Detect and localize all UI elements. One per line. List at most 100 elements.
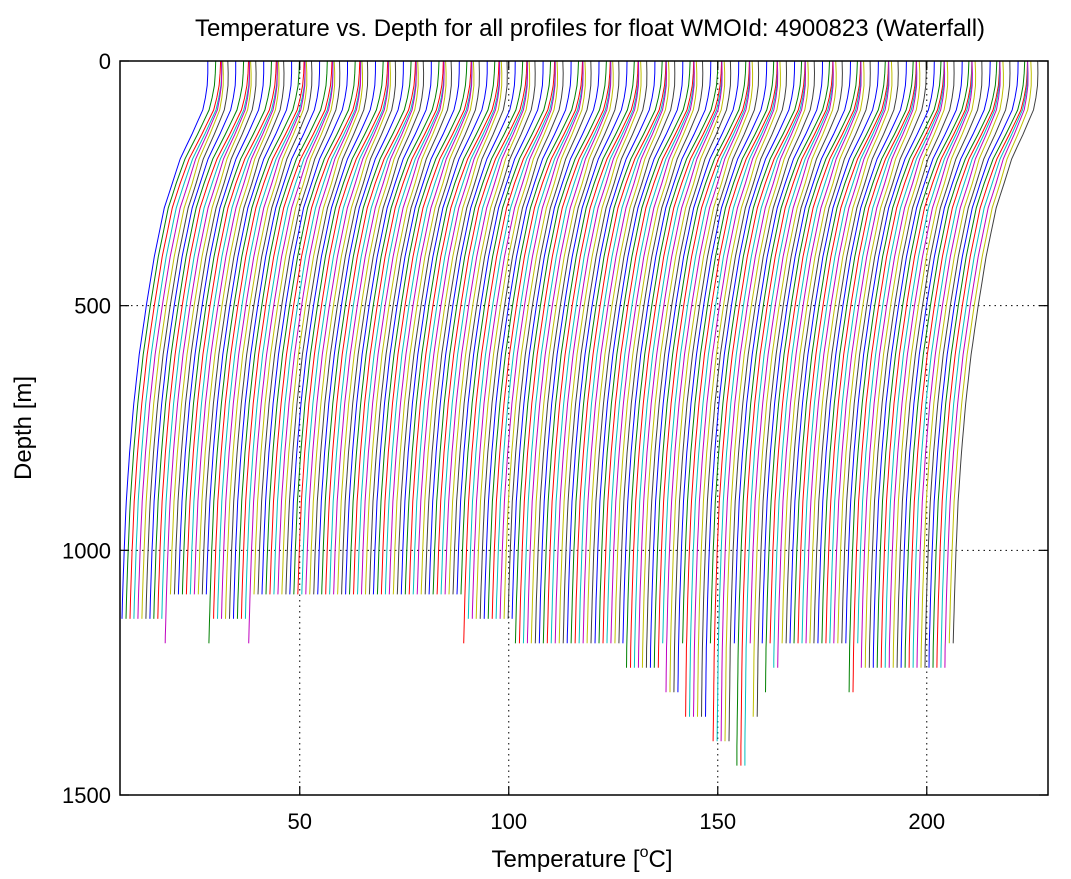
profile-line [712, 60, 806, 742]
profile-line [361, 60, 445, 595]
profile-line [522, 60, 612, 644]
profile-line [872, 60, 963, 668]
profile-line [380, 60, 472, 595]
profile-line [121, 61, 209, 619]
profile-line [173, 60, 257, 595]
profile-line [416, 60, 501, 595]
profile-line [321, 60, 412, 595]
profile-line [313, 60, 397, 595]
profile-line [384, 60, 473, 595]
profile-line [837, 60, 921, 644]
profile-line [673, 60, 760, 693]
profile-line [412, 60, 501, 595]
profile-line [236, 60, 328, 619]
profile-line [475, 60, 559, 619]
profile-line [129, 60, 222, 619]
profile-line [542, 60, 635, 644]
profile-line [400, 61, 488, 595]
profile-line [562, 60, 648, 644]
profile-line [456, 60, 544, 595]
profile-line [285, 60, 369, 595]
profile-line [928, 60, 1019, 668]
profile-line [630, 60, 723, 668]
profile-line [817, 60, 907, 644]
profile-line [483, 60, 572, 619]
profile-line [534, 60, 620, 644]
profile-line [277, 60, 362, 595]
profile-line [526, 60, 612, 644]
profile-line [293, 60, 384, 595]
profile-line [145, 60, 229, 619]
profile-line [821, 60, 914, 644]
profile-line [797, 60, 889, 644]
profile-line [432, 60, 524, 595]
profile-line [518, 60, 611, 644]
profile-line [693, 60, 779, 717]
profile-line [641, 60, 726, 668]
profile-line [665, 60, 751, 693]
x-tick-label: 200 [908, 809, 945, 834]
profile-line [463, 60, 556, 644]
profile-line [728, 60, 816, 742]
profile-line [269, 60, 361, 595]
profile-line [420, 60, 503, 595]
profile-line [789, 60, 879, 644]
profile-line [507, 60, 592, 619]
profile-line [261, 61, 348, 595]
profile-line [530, 60, 614, 644]
profile-line [724, 60, 809, 742]
profile-line [777, 60, 862, 668]
x-tick-label: 100 [490, 809, 527, 834]
profile-line [574, 60, 667, 644]
profile-line [424, 60, 508, 595]
profile-line [197, 60, 280, 595]
profile-line [876, 60, 970, 668]
profile-line [920, 60, 1004, 668]
profile-line [653, 60, 747, 668]
profile-line [633, 61, 723, 668]
profile-line [341, 60, 425, 595]
profile-line [436, 60, 528, 595]
profile-line [372, 60, 460, 595]
profile-line [164, 60, 251, 644]
profile-line [337, 60, 419, 595]
profile-line [833, 60, 918, 644]
profile-line [809, 60, 893, 644]
profile-line [884, 61, 973, 668]
profile-line [892, 60, 977, 668]
x-tick-label: 50 [288, 809, 312, 834]
profile-line [852, 60, 945, 693]
profile-line [825, 60, 917, 644]
profile-line [578, 60, 667, 644]
profile-line [705, 60, 796, 717]
profile-line [701, 60, 788, 717]
profile-line [912, 61, 1001, 668]
profile-line [133, 60, 223, 619]
profile-line [273, 60, 362, 595]
profile-line [396, 60, 480, 595]
profile-line [720, 60, 807, 742]
profile-line [924, 60, 1011, 668]
profile-line [716, 60, 806, 742]
profile-line [495, 60, 584, 619]
profile-line [137, 60, 223, 619]
profile-line [677, 60, 768, 693]
profile-line [353, 60, 444, 595]
profile-line [265, 60, 356, 595]
profile-line [948, 60, 1032, 644]
profile-line [201, 60, 285, 595]
profile-line [233, 60, 321, 619]
profile-line [590, 60, 676, 644]
profile-line [305, 60, 390, 595]
x-tick-labels: 50 100 150 200 [288, 809, 946, 834]
profile-line [765, 60, 858, 693]
profile-line [388, 60, 473, 595]
profile-line [448, 60, 531, 595]
profile-line [645, 60, 732, 668]
profile-line [657, 60, 750, 668]
profile-line [444, 60, 529, 595]
profile-line [205, 61, 293, 595]
profile-line [841, 60, 927, 644]
profile-line [153, 60, 245, 619]
